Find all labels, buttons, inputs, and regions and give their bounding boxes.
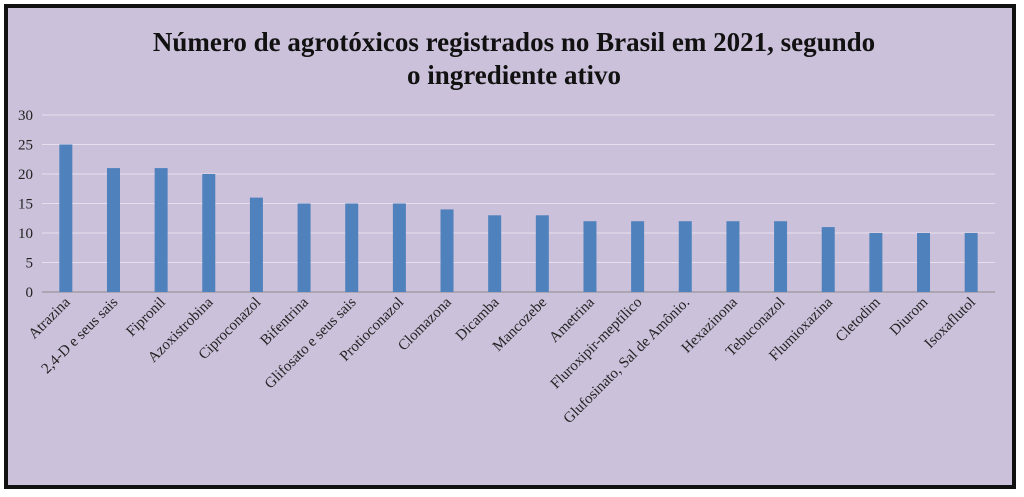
category-label: Cletodim (833, 294, 884, 345)
bar (202, 174, 216, 292)
bar (106, 168, 120, 292)
bar (59, 144, 73, 292)
y-tick-label: 5 (26, 256, 34, 272)
y-tick-label: 25 (18, 138, 33, 154)
bar (964, 233, 978, 292)
y-tick-label: 10 (18, 226, 33, 242)
bar (583, 221, 597, 292)
bar (440, 209, 454, 292)
bar (821, 227, 835, 292)
category-label: Fipronil (123, 295, 168, 340)
chart-title: Número de agrotóxicos registrados no Bra… (8, 26, 1020, 92)
chart-frame: Número de agrotóxicos registrados no Bra… (4, 4, 1016, 489)
bar (345, 203, 359, 292)
bar (726, 221, 740, 292)
bar (774, 221, 788, 292)
category-label: Atrazina (26, 294, 74, 342)
bar (154, 168, 168, 292)
bar (488, 215, 502, 292)
y-tick-label: 20 (18, 167, 33, 183)
category-label: Isoxaflutol (922, 295, 979, 352)
y-tick-label: 15 (18, 197, 33, 213)
category-label: Fluroxipir-meptílico (548, 295, 646, 393)
category-label: Dicamba (453, 294, 503, 344)
bar (297, 203, 311, 292)
y-tick-label: 30 (18, 108, 33, 124)
bar (249, 197, 263, 292)
category-label: Diurom (887, 294, 932, 339)
bar (631, 221, 645, 292)
category-label: Glifosato e seus sais (262, 294, 360, 392)
bar (535, 215, 549, 292)
chart-title-line-2: o ingrediente ativo (407, 60, 621, 90)
bar (678, 221, 692, 292)
bar (392, 203, 406, 292)
chart-title-line-1: Número de agrotóxicos registrados no Bra… (152, 27, 876, 57)
bar (869, 233, 883, 292)
y-tick-label: 0 (26, 285, 34, 301)
bar (917, 233, 931, 292)
